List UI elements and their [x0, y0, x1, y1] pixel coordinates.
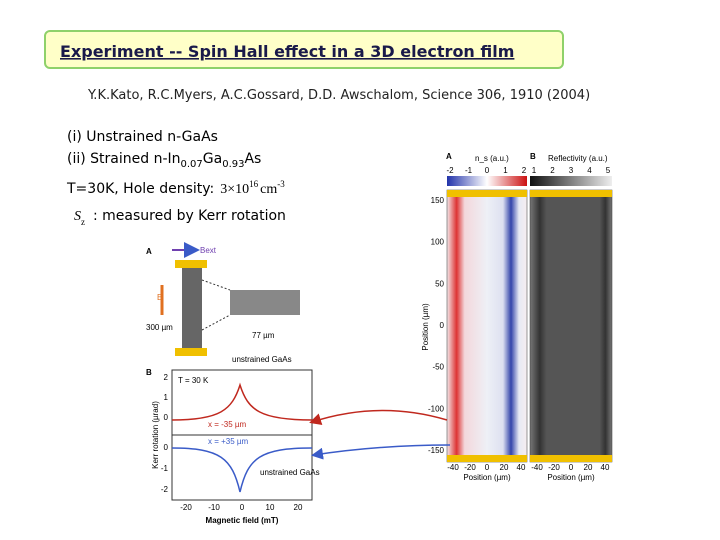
tick-label: -20: [180, 503, 192, 512]
title: Experiment -- Spin Hall effect in a 3D e…: [60, 42, 514, 61]
tick-label: 50: [435, 279, 444, 288]
label: 77 µm: [252, 331, 275, 340]
tick-label: 0: [164, 413, 169, 422]
label: Reflectivity (a.u.): [548, 154, 608, 163]
label: unstrained GaAs: [232, 355, 292, 364]
conditions: T=30K, Hole density: 3×1016 cm-3: [66, 179, 285, 197]
tick-label: -10: [208, 503, 220, 512]
label: 3×10: [220, 182, 249, 197]
figure-right: A B n_s (a.u.) Reflectivity (a.u.) -2 -1 0…: [421, 152, 613, 482]
tick-label: -20: [548, 463, 560, 472]
tick-label: 0: [569, 463, 574, 472]
label: Position (µm): [421, 303, 430, 351]
tick-label: -1: [161, 464, 169, 473]
tick-label: -150: [428, 446, 445, 455]
label: E: [157, 293, 162, 302]
tick-label: 40: [517, 463, 526, 472]
label: Position (µm): [547, 473, 595, 482]
sample: (ii) Strained n-In0.07Ga0.93As: [67, 151, 261, 170]
tick-label: 4: [587, 166, 592, 175]
label: Ga: [203, 151, 222, 167]
tick-label: 2: [164, 373, 169, 382]
tick-label: 5: [606, 166, 611, 175]
arrow: [309, 409, 448, 425]
tick-label: 0: [164, 443, 169, 452]
arrow: [311, 444, 451, 460]
label: 0.93: [222, 159, 244, 170]
label: cm: [260, 182, 277, 197]
tick-label: 2: [550, 166, 555, 175]
tick-label: 20: [584, 463, 593, 472]
tick-label: -100: [428, 404, 445, 413]
label: T = 30 K: [178, 376, 209, 385]
tick-label: -1: [465, 166, 473, 175]
label: 16: [249, 179, 259, 189]
label: x = +35 µm: [208, 437, 249, 446]
tick-label: 10: [266, 503, 275, 512]
label: T=30K, Hole density:: [66, 181, 214, 197]
tick-label: 2: [522, 166, 527, 175]
citation: Y.K.Kato, R.C.Myers, A.C.Gossard, D.D. A…: [87, 88, 590, 103]
label: : measured by Kerr rotation: [93, 208, 286, 224]
label: Kerr rotation (µrad): [151, 401, 160, 469]
label: n_s (a.u.): [475, 154, 509, 163]
figure-left: A Bext E 300 µm 77 µm unstrained GaAs B …: [146, 242, 320, 525]
tick-label: 0: [485, 463, 490, 472]
tick-label: -40: [531, 463, 543, 472]
tick-label: -50: [432, 363, 444, 372]
label: Bext: [200, 246, 217, 255]
tick-label: -2: [161, 485, 169, 494]
tick-label: 0: [485, 166, 490, 175]
tick-label: 3: [569, 166, 574, 175]
label: (ii) Strained n-In: [67, 151, 181, 167]
tick-label: 0: [240, 503, 245, 512]
tick-label: 0: [440, 321, 445, 330]
tick-label: 40: [601, 463, 610, 472]
label: B: [530, 152, 536, 161]
sample: (i) Unstrained n-GaAs: [67, 129, 218, 145]
label: x = -35 µm: [208, 420, 247, 429]
label: 300 µm: [146, 323, 173, 332]
label: B: [146, 368, 152, 377]
tick-label: -40: [447, 463, 459, 472]
label: -3: [277, 179, 285, 189]
tick-label: -20: [464, 463, 476, 472]
label: S: [74, 209, 81, 224]
title-box: [44, 30, 564, 69]
label: z: [81, 217, 85, 227]
label: A: [446, 152, 452, 161]
measurement: Sz : measured by Kerr rotation: [74, 208, 286, 227]
tick-label: -2: [446, 166, 454, 175]
label: As: [244, 151, 261, 167]
tick-label: 1: [532, 166, 537, 175]
label: 0.07: [181, 159, 203, 170]
tick-label: 100: [431, 238, 445, 247]
label: A: [146, 247, 152, 256]
tick-label: 1: [164, 393, 169, 402]
label: Magnetic field (mT): [206, 516, 279, 525]
tick-label: 20: [500, 463, 509, 472]
tick-label: 20: [294, 503, 303, 512]
label: unstrained GaAs: [260, 468, 320, 477]
label: Position (µm): [463, 473, 511, 482]
tick-label: 1: [503, 166, 508, 175]
tick-label: 150: [431, 196, 445, 205]
